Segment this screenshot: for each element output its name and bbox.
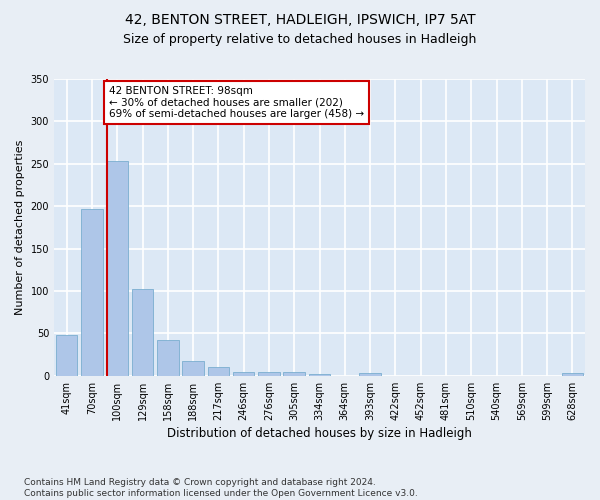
Bar — [309, 374, 330, 376]
Y-axis label: Number of detached properties: Number of detached properties — [15, 140, 25, 315]
Text: Contains HM Land Registry data © Crown copyright and database right 2024.
Contai: Contains HM Land Registry data © Crown c… — [24, 478, 418, 498]
Bar — [157, 340, 179, 376]
Bar — [81, 209, 103, 376]
Bar — [562, 374, 583, 376]
Text: 42, BENTON STREET, HADLEIGH, IPSWICH, IP7 5AT: 42, BENTON STREET, HADLEIGH, IPSWICH, IP… — [125, 12, 475, 26]
Text: 42 BENTON STREET: 98sqm
← 30% of detached houses are smaller (202)
69% of semi-d: 42 BENTON STREET: 98sqm ← 30% of detache… — [109, 86, 364, 119]
Bar — [258, 372, 280, 376]
Bar — [182, 360, 204, 376]
Bar — [208, 368, 229, 376]
Bar — [233, 372, 254, 376]
Bar — [283, 372, 305, 376]
Bar — [132, 290, 153, 376]
X-axis label: Distribution of detached houses by size in Hadleigh: Distribution of detached houses by size … — [167, 427, 472, 440]
Bar — [107, 162, 128, 376]
Text: Size of property relative to detached houses in Hadleigh: Size of property relative to detached ho… — [124, 32, 476, 46]
Bar — [359, 374, 381, 376]
Bar — [56, 335, 77, 376]
